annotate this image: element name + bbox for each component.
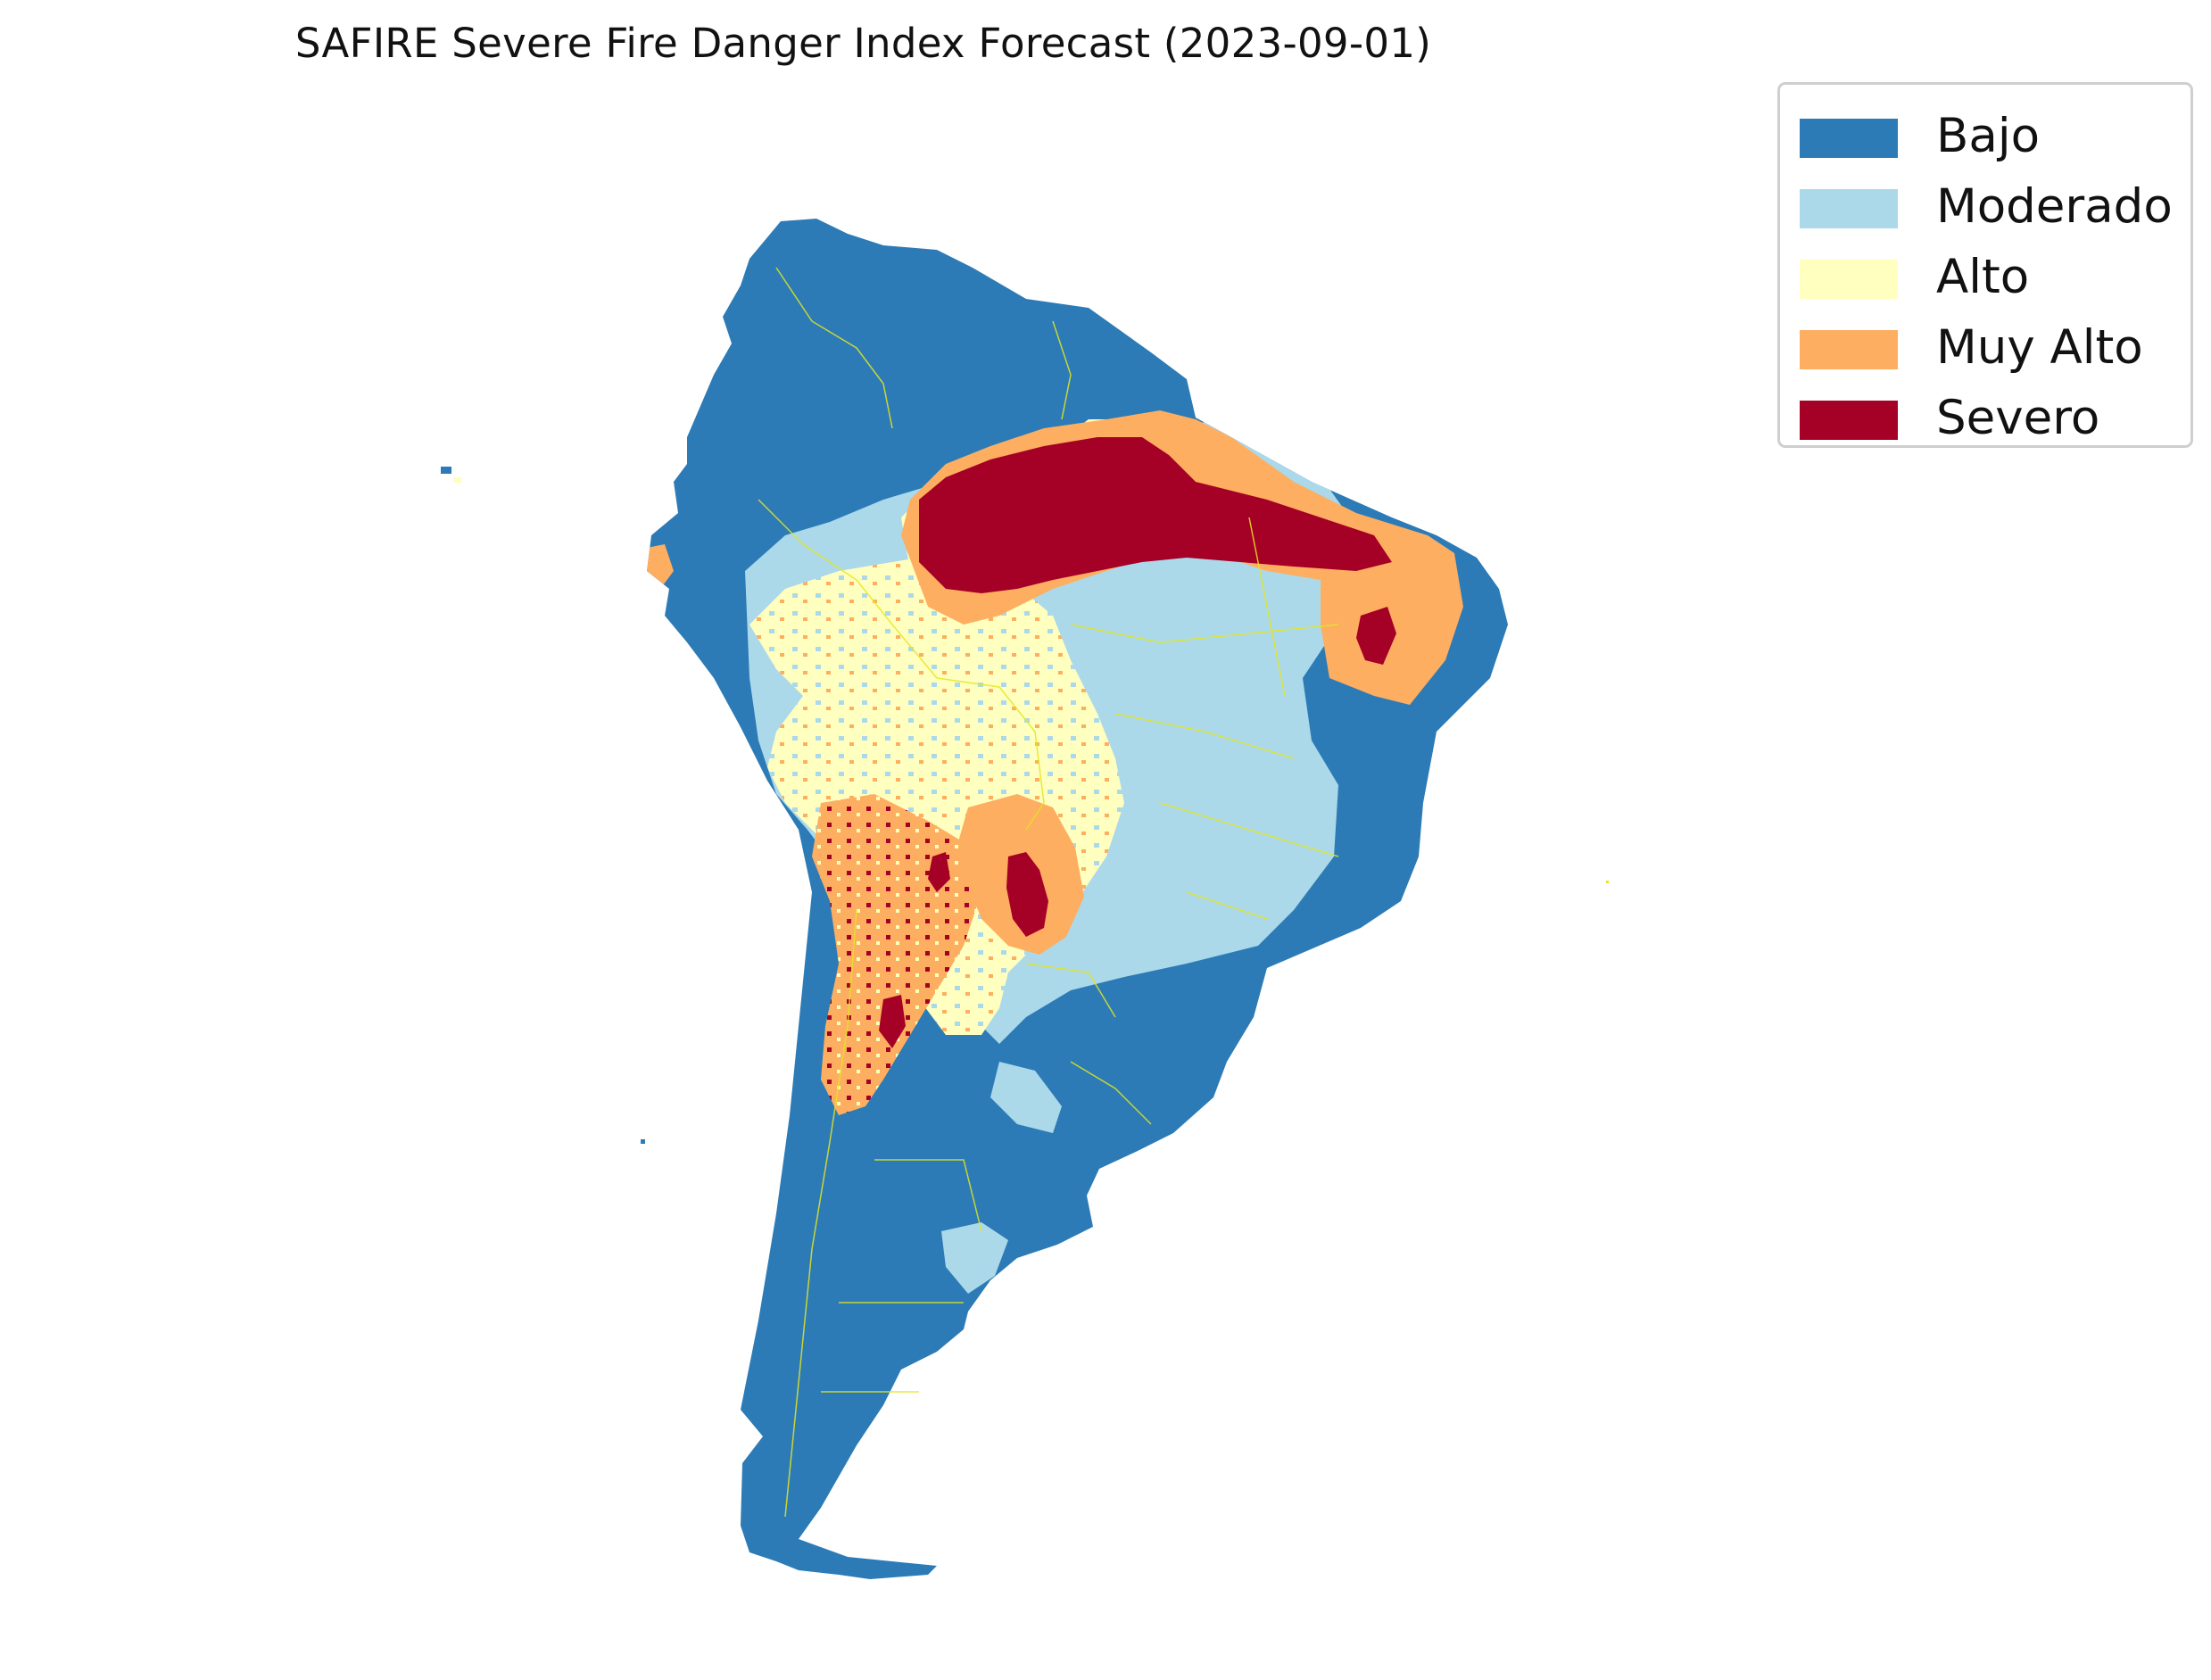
border-chile-argentina (784, 909, 857, 1518)
legend-item-severo: Severo (1780, 385, 2190, 455)
legend-item-bajo: Bajo (1780, 103, 2190, 173)
border-brazil-states (1070, 517, 1339, 920)
juan-fernandez-island (641, 1139, 645, 1144)
legend-item-moderado: Moderado (1780, 173, 2190, 244)
country-borders (758, 267, 1339, 1518)
legend-label-moderado: Moderado (1936, 179, 2173, 234)
legend-label-severo: Severo (1936, 391, 2100, 445)
border-argentina-provinces (821, 1159, 982, 1393)
zone-severo-northeast (1356, 607, 1396, 665)
legend-label-bajo: Bajo (1936, 109, 2040, 163)
map-legend: Bajo Moderado Alto Muy Alto Severo (1777, 82, 2193, 448)
legend-swatch-alto (1800, 260, 1898, 299)
zone-severo-amazon (919, 437, 1392, 593)
legend-item-alto: Alto (1780, 244, 2190, 314)
zone-severo-chaco (1006, 852, 1048, 937)
border-peru-brazil (758, 499, 938, 679)
galapagos-islands-2 (453, 477, 462, 483)
legend-item-muy-alto: Muy Alto (1780, 314, 2190, 385)
danger-zones (647, 410, 1463, 1294)
border-venezuela-guyana (1052, 320, 1072, 420)
legend-swatch-muy-alto (1800, 330, 1898, 369)
falklands-dot (1606, 881, 1609, 883)
galapagos-islands (441, 467, 451, 474)
zone-severo-andes (879, 995, 906, 1048)
legend-swatch-bajo (1800, 119, 1898, 158)
border-colombia-venezuela (775, 267, 893, 429)
zone-moderado-south (990, 1062, 1062, 1133)
border-brazil-bolivia (936, 677, 1045, 831)
legend-swatch-moderado (1800, 189, 1898, 228)
fire-danger-map (441, 219, 1609, 1579)
legend-label-muy-alto: Muy Alto (1936, 320, 2143, 375)
zone-severo-andes-2 (928, 852, 950, 892)
offshore-islands (441, 467, 1609, 1144)
map-title: SAFIRE Severe Fire Danger Index Forecast… (294, 20, 1432, 67)
legend-swatch-severo (1800, 401, 1898, 440)
legend-label-alto: Alto (1936, 250, 2030, 304)
zone-moderado-patagonia (941, 1222, 1008, 1294)
border-paraguay-uruguay (1025, 963, 1152, 1125)
